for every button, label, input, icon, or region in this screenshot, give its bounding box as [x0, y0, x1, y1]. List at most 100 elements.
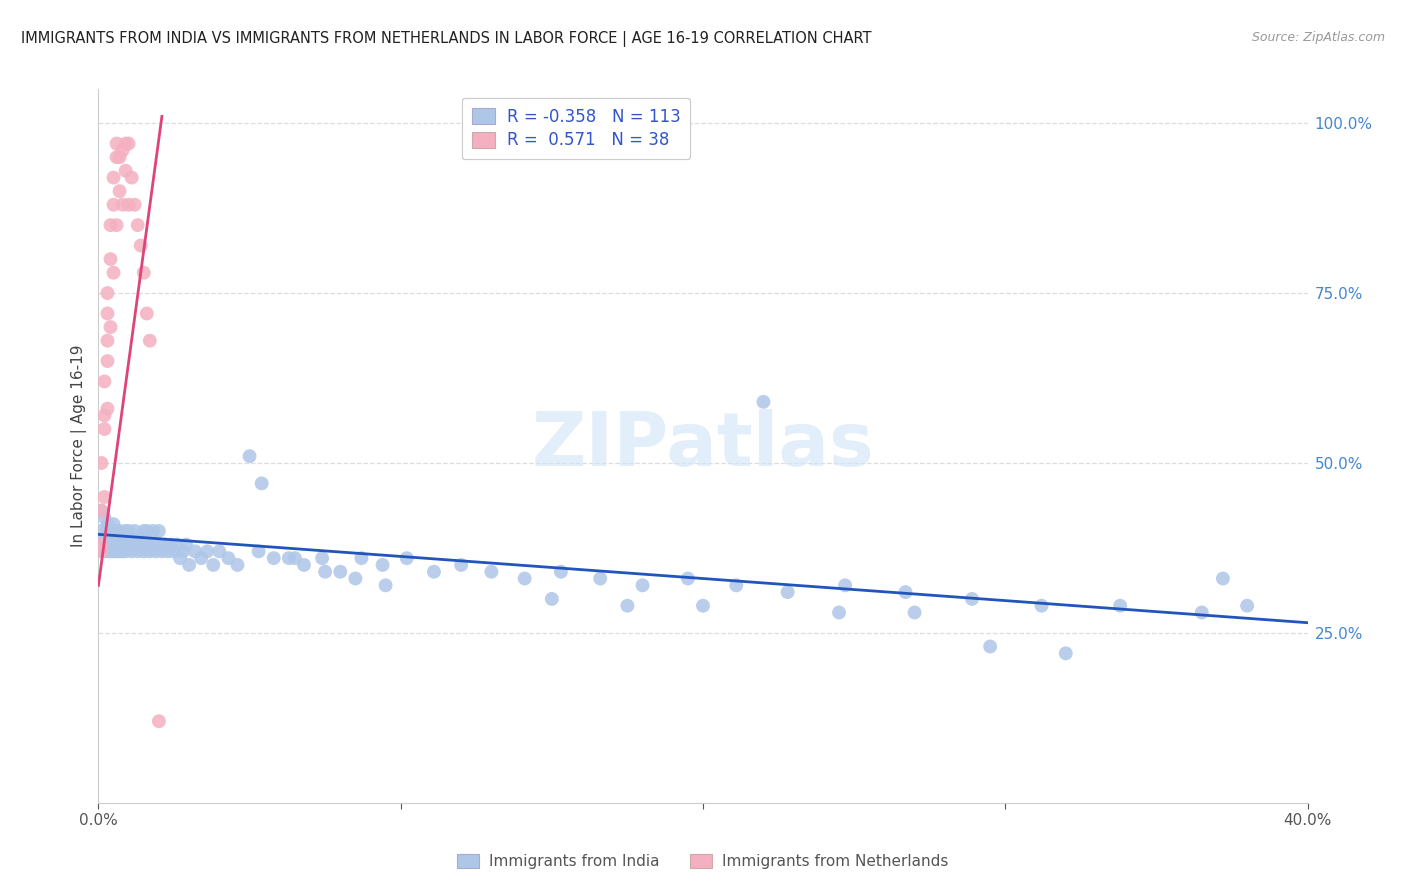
Point: [111, 544, 134, 558]
Point: [114, 524, 136, 538]
Point: [100, 531, 122, 545]
Point: [93, 531, 115, 545]
Point: [105, 544, 128, 558]
Point: [676, 572, 699, 586]
Point: [1031, 599, 1053, 613]
Point: [135, 537, 157, 551]
Point: [93, 510, 115, 524]
Point: [90, 524, 112, 538]
Point: [96, 524, 118, 538]
Point: [172, 544, 194, 558]
Point: [190, 551, 212, 566]
Point: [111, 531, 134, 545]
Point: [96, 306, 118, 320]
Point: [108, 150, 131, 164]
Point: [139, 334, 162, 348]
Point: [1212, 572, 1234, 586]
Text: Source: ZipAtlas.com: Source: ZipAtlas.com: [1251, 31, 1385, 45]
Point: [100, 252, 122, 266]
Point: [1109, 599, 1132, 613]
Point: [105, 136, 128, 151]
Point: [90, 544, 112, 558]
Point: [129, 238, 152, 252]
Point: [90, 544, 112, 558]
Point: [90, 503, 112, 517]
Point: [160, 537, 183, 551]
Point: [108, 524, 131, 538]
Point: [118, 198, 141, 212]
Point: [513, 572, 536, 586]
Point: [142, 537, 165, 551]
Point: [108, 184, 131, 198]
Point: [344, 572, 367, 586]
Point: [114, 531, 136, 545]
Point: [277, 551, 299, 566]
Point: [96, 286, 118, 301]
Point: [93, 537, 115, 551]
Point: [96, 531, 118, 545]
Point: [121, 170, 143, 185]
Point: [202, 558, 225, 572]
Point: [111, 537, 134, 551]
Point: [174, 537, 197, 551]
Point: [96, 334, 118, 348]
Legend: Immigrants from India, Immigrants from Netherlands: Immigrants from India, Immigrants from N…: [451, 847, 955, 875]
Point: [350, 551, 373, 566]
Point: [96, 401, 118, 416]
Point: [127, 218, 149, 232]
Point: [550, 565, 572, 579]
Point: [108, 531, 131, 545]
Point: [208, 544, 231, 558]
Point: [139, 544, 162, 558]
Point: [184, 544, 207, 558]
Point: [132, 524, 155, 538]
Point: [834, 578, 856, 592]
Point: [114, 163, 136, 178]
Point: [725, 578, 748, 592]
Point: [93, 422, 115, 436]
Point: [1054, 646, 1077, 660]
Point: [226, 558, 249, 572]
Point: [217, 551, 239, 566]
Point: [103, 170, 125, 185]
Point: [292, 558, 315, 572]
Point: [100, 218, 122, 232]
Point: [752, 394, 775, 409]
Point: [103, 531, 125, 545]
Point: [776, 585, 799, 599]
Point: [692, 599, 714, 613]
Y-axis label: In Labor Force | Age 16-19: In Labor Force | Age 16-19: [72, 344, 87, 548]
Point: [589, 572, 612, 586]
Point: [124, 537, 146, 551]
Point: [103, 198, 125, 212]
Point: [894, 585, 917, 599]
Point: [96, 517, 118, 532]
Point: [124, 524, 146, 538]
Point: [96, 354, 118, 368]
Point: [247, 544, 270, 558]
Point: [904, 606, 927, 620]
Point: [540, 591, 562, 606]
Point: [132, 544, 155, 558]
Point: [263, 551, 285, 566]
Point: [828, 606, 851, 620]
Point: [423, 565, 446, 579]
Point: [1236, 599, 1258, 613]
Point: [105, 537, 128, 551]
Point: [124, 198, 146, 212]
Point: [150, 544, 173, 558]
Point: [132, 266, 155, 280]
Point: [100, 320, 122, 334]
Point: [114, 544, 136, 558]
Point: [284, 551, 307, 566]
Point: [105, 537, 128, 551]
Point: [179, 558, 201, 572]
Point: [90, 537, 112, 551]
Point: [135, 524, 157, 538]
Point: [118, 524, 141, 538]
Point: [103, 544, 125, 558]
Point: [239, 449, 262, 463]
Point: [631, 578, 654, 592]
Point: [311, 551, 333, 566]
Point: [153, 537, 176, 551]
